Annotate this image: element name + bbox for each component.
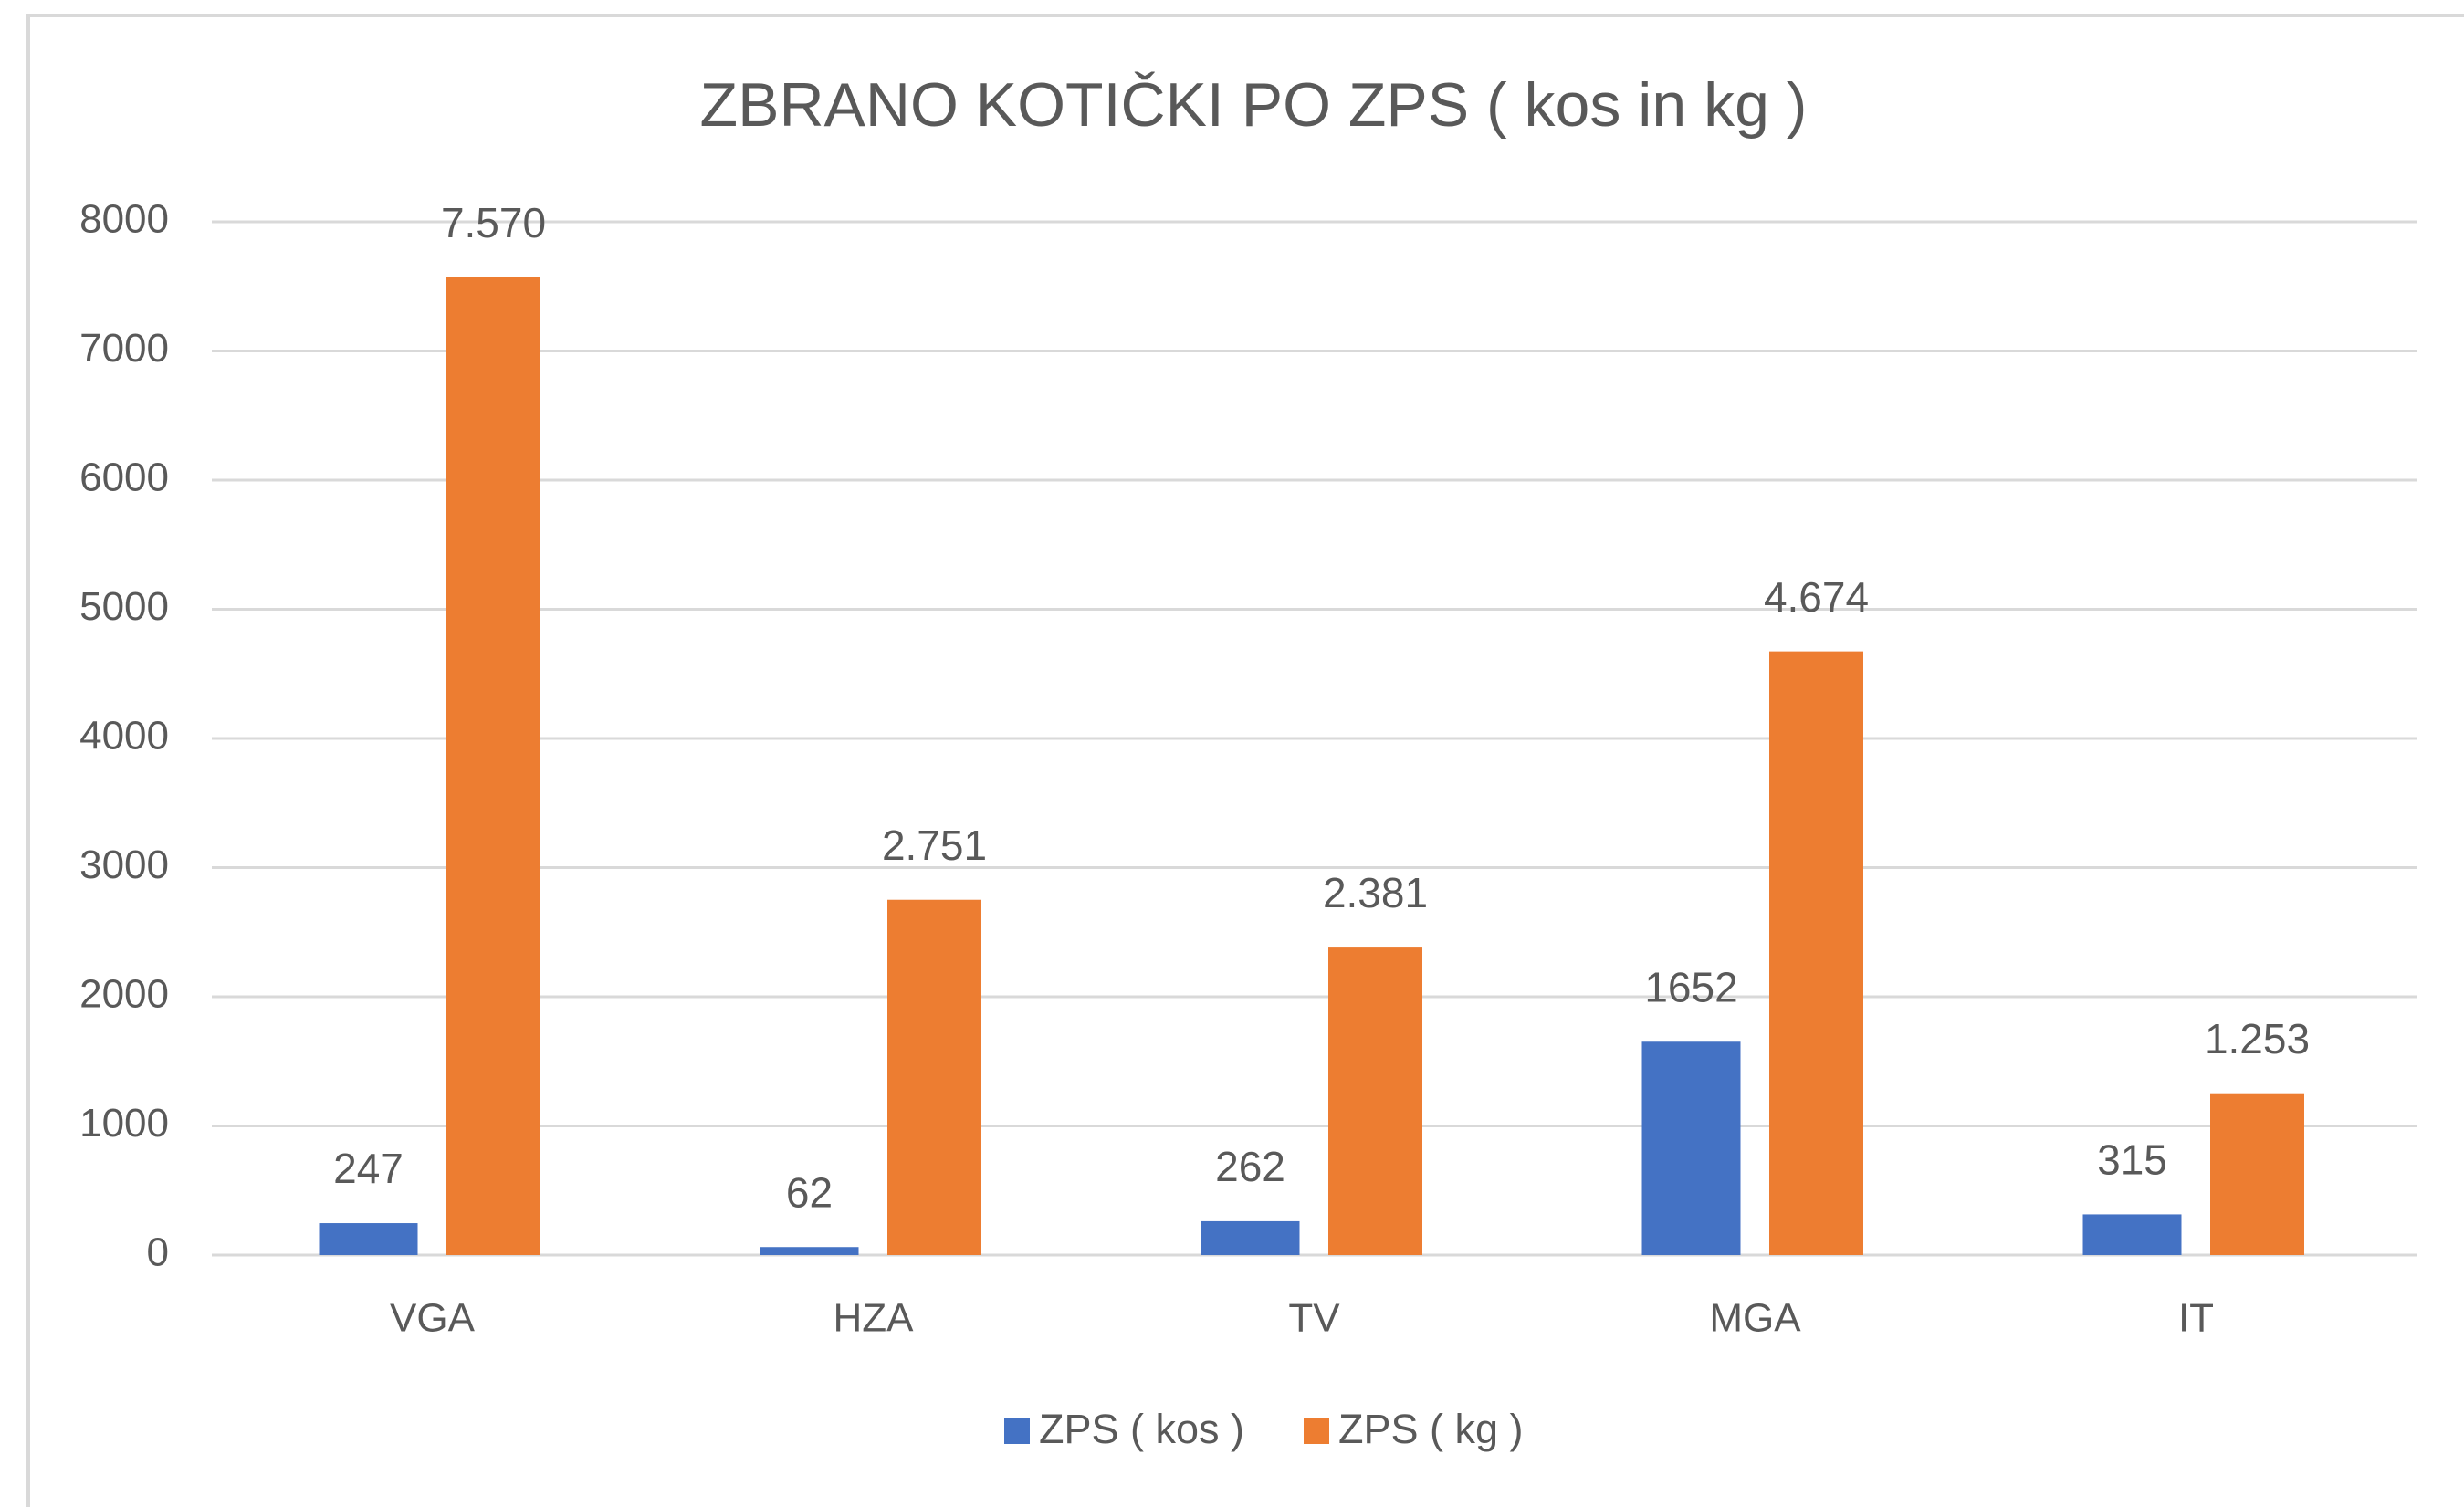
y-tick-label: 1000 (79, 1101, 169, 1146)
x-tick-label: HZA (834, 1296, 915, 1341)
data-label: 1652 (1644, 963, 1737, 1010)
bar (887, 899, 981, 1255)
bar (1328, 947, 1422, 1255)
y-tick-label: 4000 (79, 714, 169, 759)
data-label: 62 (786, 1168, 833, 1216)
y-tick-label: 6000 (79, 455, 169, 500)
data-label: 2.751 (882, 822, 987, 869)
y-tick-label: 0 (147, 1230, 169, 1275)
bar (1201, 1220, 1300, 1255)
data-label: 1.253 (2205, 1015, 2310, 1062)
bar (2210, 1093, 2304, 1255)
chart-frame (26, 14, 2464, 1507)
x-tick-label: VGA (390, 1296, 476, 1341)
data-label: 2.381 (1323, 869, 1428, 916)
data-label: 7.570 (441, 199, 546, 246)
y-tick-label: 5000 (79, 584, 169, 629)
chart-title: ZBRANO KOTIČKI PO ZPS ( kos in kg ) (700, 70, 1808, 140)
y-tick-label: 8000 (79, 197, 169, 242)
data-label: 4.674 (1764, 573, 1869, 621)
bar (2082, 1214, 2182, 1255)
data-label: 262 (1215, 1143, 1285, 1190)
y-tick-label: 7000 (79, 326, 169, 371)
data-label: 247 (333, 1145, 404, 1192)
bar (446, 277, 540, 1256)
legend-swatch (1304, 1418, 1329, 1444)
legend-label: ZPS ( kos ) (1039, 1406, 1244, 1452)
legend-swatch (1004, 1418, 1030, 1444)
legend-label: ZPS ( kg ) (1338, 1406, 1524, 1452)
x-tick-label: TV (1288, 1296, 1340, 1341)
y-tick-label: 3000 (79, 842, 169, 887)
x-tick-label: MGA (1709, 1296, 1801, 1341)
bar (1769, 651, 1863, 1255)
y-tick-label: 2000 (79, 972, 169, 1017)
bar (319, 1223, 418, 1255)
data-label: 315 (2097, 1136, 2167, 1184)
bar (1641, 1041, 1741, 1255)
x-tick-label: IT (2178, 1296, 2214, 1341)
bar (760, 1247, 859, 1255)
